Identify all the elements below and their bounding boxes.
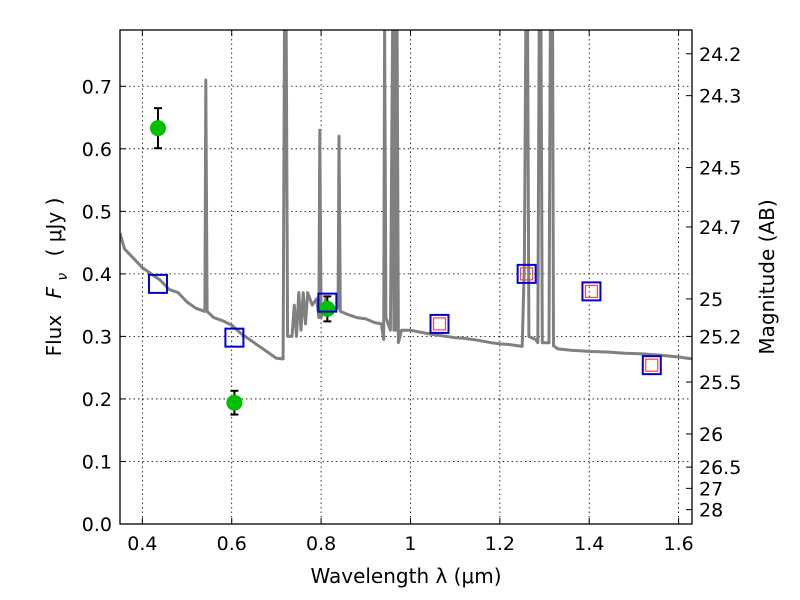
- model-point: [147, 273, 168, 294]
- model-point: [317, 292, 338, 313]
- observed-point: [319, 300, 336, 317]
- y-tick-label: 0.7: [82, 76, 112, 98]
- y-tick-label: 0.0: [82, 514, 112, 536]
- y-tick-label: 0.3: [82, 326, 112, 348]
- y2-tick-label: 25: [699, 289, 723, 311]
- secondary-y-axis-label: Magnitude (AB): [755, 199, 779, 354]
- y2-tick-label: 27: [699, 478, 723, 500]
- y2-tick-label: 24.2: [699, 44, 741, 66]
- upper-limit-point: [645, 358, 659, 372]
- y-axis-label-subscript: ν: [55, 273, 71, 281]
- y-axis-label: Flux F ν ( μJy ): [42, 198, 72, 357]
- y-axis-label-text: Flux: [42, 315, 66, 357]
- model-point: [581, 281, 602, 302]
- observed-point: [226, 394, 243, 411]
- x-tick-label: 1.6: [663, 533, 693, 555]
- model-point: [429, 313, 450, 334]
- upper-limit-point: [584, 284, 599, 298]
- x-tick-label: 0.6: [217, 533, 247, 555]
- y2-tick-label: 25.5: [699, 372, 741, 394]
- y2-tick-label: 28: [699, 500, 723, 522]
- upper-limit-point: [432, 317, 447, 331]
- x-tick-label: 1.2: [485, 533, 515, 555]
- y-tick-label: 0.5: [82, 201, 112, 223]
- model-sed-series: [120, 30, 692, 361]
- upper-limit-point: [520, 267, 534, 281]
- y2-tick-label: 24.3: [699, 86, 741, 108]
- y-tick-label: 0.2: [82, 389, 112, 411]
- y-tick-label: 0.1: [82, 451, 112, 473]
- y2-tick-label: 26: [699, 424, 723, 446]
- y2-tick-label: 24.7: [699, 217, 741, 239]
- y-tick-label: 0.4: [82, 264, 112, 286]
- y2-tick-label: 24.5: [699, 158, 741, 180]
- y2-tick-label: 26.5: [699, 457, 741, 479]
- photometry-markers: [147, 107, 662, 416]
- model-point: [516, 263, 537, 284]
- x-axis-label: Wavelength λ (μm): [310, 564, 501, 588]
- observed-point: [149, 120, 166, 137]
- y-tick-label: 0.6: [82, 139, 112, 161]
- y-axis-label-symbol: F: [42, 286, 66, 298]
- x-tick-label: 0.8: [306, 533, 336, 555]
- plot-frame: [119, 29, 693, 525]
- x-tick-label: 1: [404, 533, 416, 555]
- model-point: [224, 327, 245, 348]
- y-axis-label-units: ( μJy ): [42, 198, 66, 257]
- axis-ticks: 0.4 0.6 0.8 1 1.2 1.4 1.6 0.0 0.1 0.2 0.3 0.4 0.5 0.6…: [82, 30, 741, 555]
- x-tick-label: 1.4: [574, 533, 604, 555]
- x-tick-label: 0.4: [127, 533, 157, 555]
- sed-line: [120, 30, 692, 361]
- model-point: [641, 355, 662, 376]
- y2-tick-label: 25.2: [699, 326, 741, 348]
